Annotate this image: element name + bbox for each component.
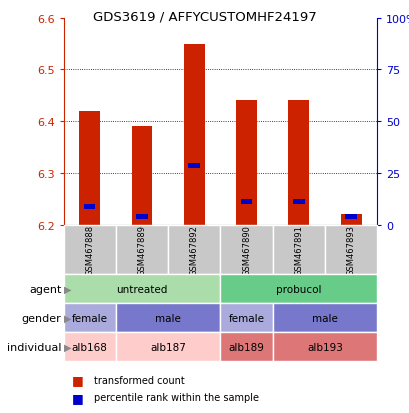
Text: individual: individual xyxy=(7,342,61,352)
Bar xyxy=(183,45,204,225)
Bar xyxy=(324,225,376,275)
Bar xyxy=(220,304,272,332)
Bar xyxy=(288,101,308,225)
Bar xyxy=(63,332,116,361)
Bar xyxy=(63,225,116,275)
Text: GSM467888: GSM467888 xyxy=(85,224,94,275)
Bar xyxy=(131,127,152,225)
Bar xyxy=(116,304,220,332)
Text: untreated: untreated xyxy=(116,284,167,294)
Text: GSM467889: GSM467889 xyxy=(137,224,146,275)
Bar xyxy=(240,199,252,204)
Bar xyxy=(188,163,200,168)
Text: female: female xyxy=(228,313,264,323)
Text: GSM467890: GSM467890 xyxy=(241,225,250,275)
Text: agent: agent xyxy=(29,284,61,294)
Text: male: male xyxy=(311,313,337,323)
Bar xyxy=(84,204,95,210)
Bar xyxy=(220,225,272,275)
Text: alb189: alb189 xyxy=(228,342,264,352)
Bar xyxy=(272,304,376,332)
Bar xyxy=(272,332,376,361)
Bar xyxy=(79,112,100,225)
Text: alb168: alb168 xyxy=(72,342,107,352)
Bar xyxy=(344,215,356,220)
Bar xyxy=(220,332,272,361)
Bar xyxy=(116,332,220,361)
Text: GSM467892: GSM467892 xyxy=(189,225,198,275)
Text: probucol: probucol xyxy=(275,284,321,294)
Bar xyxy=(236,101,256,225)
Bar xyxy=(220,275,376,304)
Text: transformed count: transformed count xyxy=(94,375,184,385)
Text: alb187: alb187 xyxy=(150,342,186,352)
Text: ■: ■ xyxy=(72,373,83,387)
Bar xyxy=(136,215,147,220)
Bar xyxy=(116,225,168,275)
Text: ■: ■ xyxy=(72,391,83,404)
Bar xyxy=(168,225,220,275)
Text: female: female xyxy=(72,313,108,323)
Text: GSM467891: GSM467891 xyxy=(294,225,303,275)
Text: gender: gender xyxy=(22,313,61,323)
Text: male: male xyxy=(155,313,181,323)
Bar xyxy=(63,304,116,332)
Text: ▶: ▶ xyxy=(63,342,71,352)
Text: percentile rank within the sample: percentile rank within the sample xyxy=(94,392,258,402)
Bar xyxy=(63,275,220,304)
Text: ▶: ▶ xyxy=(63,284,71,294)
Text: GSM467893: GSM467893 xyxy=(346,224,355,275)
Bar xyxy=(340,215,361,225)
Text: GDS3619 / AFFYCUSTOMHF24197: GDS3619 / AFFYCUSTOMHF24197 xyxy=(93,10,316,23)
Text: alb193: alb193 xyxy=(306,342,342,352)
Bar xyxy=(292,199,304,204)
Bar xyxy=(272,225,324,275)
Text: ▶: ▶ xyxy=(63,313,71,323)
